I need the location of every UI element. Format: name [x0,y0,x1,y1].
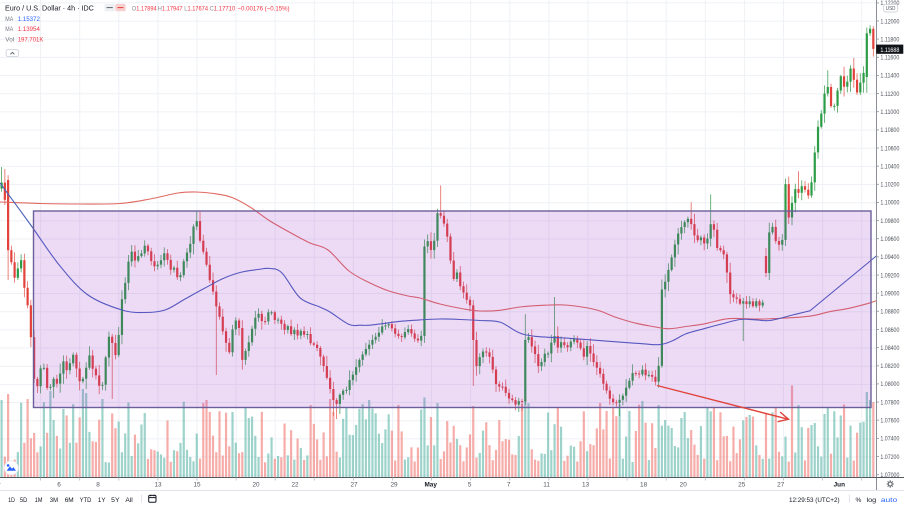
svg-text:YTD: YTD [80,497,92,504]
svg-text:All: All [125,497,133,504]
svg-text:auto: auto [881,497,898,504]
svg-text:12:29:53 (UTC+2): 12:29:53 (UTC+2) [789,497,840,504]
svg-text:1.07800: 1.07800 [880,399,899,406]
svg-text:3M: 3M [50,497,58,504]
svg-text:197.701K: 197.701K [18,37,44,44]
svg-text:1M: 1M [35,497,43,504]
svg-text:1.13954: 1.13954 [18,26,41,33]
svg-text:1.10600: 1.10600 [880,145,899,152]
svg-text:1.08800: 1.08800 [880,309,899,316]
svg-text:20: 20 [252,481,260,488]
svg-text:May: May [424,481,437,488]
svg-text:1.12200: 1.12200 [880,0,899,7]
svg-text:1.10400: 1.10400 [880,164,899,171]
svg-text:27: 27 [777,481,785,488]
svg-text:1.08600: 1.08600 [880,327,899,334]
svg-text:1.07400: 1.07400 [880,436,899,443]
svg-text:11: 11 [543,481,550,488]
svg-text:1Y: 1Y [98,497,106,504]
svg-text:1.07000: 1.07000 [880,472,899,479]
svg-text:1.10200: 1.10200 [880,182,899,189]
svg-text:−0.00176 (−0.15%): −0.00176 (−0.15%) [238,5,290,12]
svg-text:1.11000: 1.11000 [880,109,899,116]
svg-text:C1.17710: C1.17710 [210,5,236,12]
svg-text:USD: USD [886,6,896,12]
svg-text:1.11400: 1.11400 [880,73,899,80]
svg-text:Vol: Vol [5,37,14,44]
svg-text:O1.17894: O1.17894 [132,5,157,12]
svg-text:20: 20 [680,481,688,488]
svg-text:1.07200: 1.07200 [880,454,899,461]
svg-text:L1.17674: L1.17674 [184,5,208,12]
svg-text:1.11600: 1.11600 [880,55,899,62]
svg-text:8: 8 [96,481,100,488]
svg-text:1.15372: 1.15372 [18,16,41,23]
svg-text:1.09800: 1.09800 [880,218,899,225]
svg-text:1.07600: 1.07600 [880,418,899,425]
svg-text:1.09000: 1.09000 [880,291,899,298]
svg-text:Euro / U.S. Dollar · 4h · IDC: Euro / U.S. Dollar · 4h · IDC [5,3,94,12]
svg-text:18: 18 [640,481,648,488]
svg-text:1.09200: 1.09200 [880,272,899,279]
svg-text:7: 7 [507,481,511,488]
svg-text:25: 25 [738,481,746,488]
svg-text:1.11800: 1.11800 [880,36,899,43]
svg-text:27: 27 [350,481,358,488]
svg-text:1.09600: 1.09600 [880,236,899,243]
svg-text:%: % [856,497,862,504]
svg-text:1.10800: 1.10800 [880,127,899,134]
svg-text:5Y: 5Y [111,497,120,504]
svg-text:6M: 6M [65,497,74,504]
svg-text:1.08200: 1.08200 [880,363,899,370]
svg-text:1.08000: 1.08000 [880,381,899,388]
svg-text:5D: 5D [20,497,27,504]
svg-text:22: 22 [291,481,299,488]
svg-text:15: 15 [193,481,201,488]
svg-text:5: 5 [468,481,472,488]
svg-text:1.11688: 1.11688 [880,47,899,54]
svg-text:1D: 1D [8,497,15,504]
svg-text:H1.17947: H1.17947 [158,5,183,12]
svg-text:6: 6 [57,481,61,488]
svg-text:1.08400: 1.08400 [880,345,899,352]
svg-text:Jun: Jun [834,481,845,488]
svg-text:1.12000: 1.12000 [880,18,899,25]
svg-text:1.09400: 1.09400 [880,254,899,261]
svg-text:1.10000: 1.10000 [880,200,899,207]
svg-text:13: 13 [154,481,162,488]
svg-text:1.11200: 1.11200 [880,91,899,98]
svg-text:29: 29 [390,481,398,488]
svg-text:MA: MA [5,16,13,23]
svg-text:MA: MA [5,26,13,33]
svg-text:log: log [867,497,877,504]
svg-text:13: 13 [582,481,590,488]
